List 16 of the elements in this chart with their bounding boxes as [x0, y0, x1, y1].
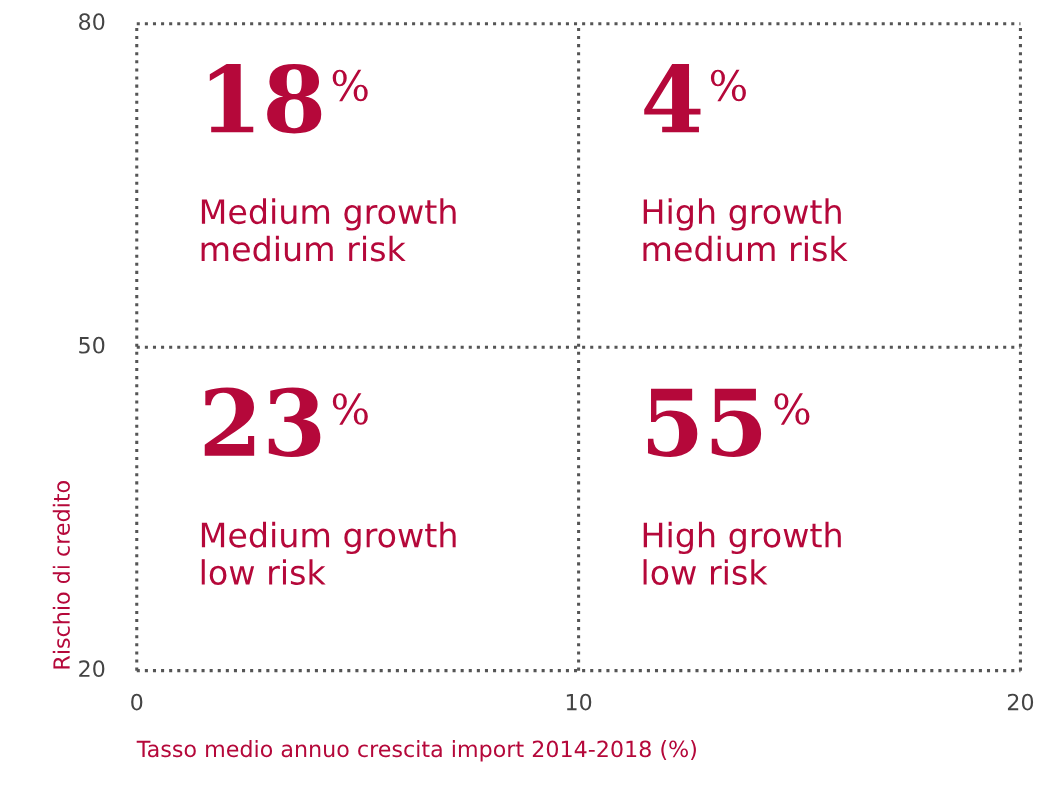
text: 20 [79, 660, 105, 678]
category-label: Medium growth low risk [201, 521, 456, 585]
category-label: High growth low risk [643, 521, 841, 585]
data-label: 55% [647, 388, 810, 457]
text: 80 [79, 13, 105, 31]
text: 0 [131, 693, 143, 711]
text: 10 [566, 693, 592, 711]
text: 50 [79, 336, 105, 354]
data-label: 18% [209, 64, 368, 134]
text: Rischio di credito [52, 481, 70, 669]
category-label: Medium growth medium risk [201, 198, 456, 262]
text: 20 [1007, 693, 1034, 711]
data-label: 4% [644, 64, 746, 133]
category-label: High growth medium risk [643, 198, 848, 262]
data-label: 23% [204, 387, 368, 457]
text: Tasso medio annuo crescita import 2014-2018 (%) [136, 740, 696, 762]
